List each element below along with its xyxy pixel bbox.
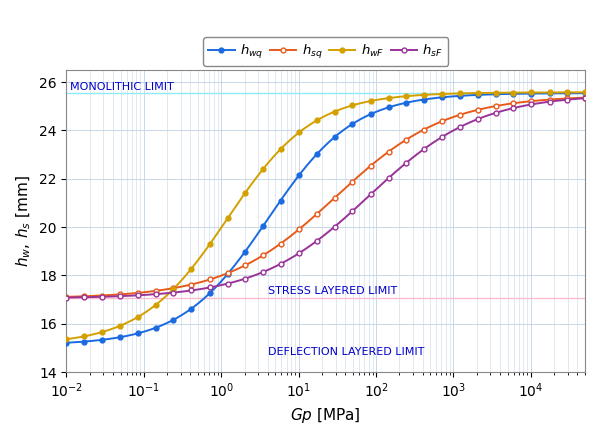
Text: DEFLECTION LAYERED LIMIT: DEFLECTION LAYERED LIMIT [268, 348, 424, 357]
X-axis label: $Gp$ [MPa]: $Gp$ [MPa] [290, 406, 361, 425]
Text: MONOLITHIC LIMIT: MONOLITHIC LIMIT [70, 82, 173, 92]
Text: STRESS LAYERED LIMIT: STRESS LAYERED LIMIT [268, 286, 397, 297]
Legend: $h_{wq}$, $h_{sq}$, $h_{wF}$, $h_{sF}$: $h_{wq}$, $h_{sq}$, $h_{wF}$, $h_{sF}$ [203, 37, 448, 66]
Y-axis label: $h_w,\, h_s$ [mm]: $h_w,\, h_s$ [mm] [15, 175, 34, 267]
